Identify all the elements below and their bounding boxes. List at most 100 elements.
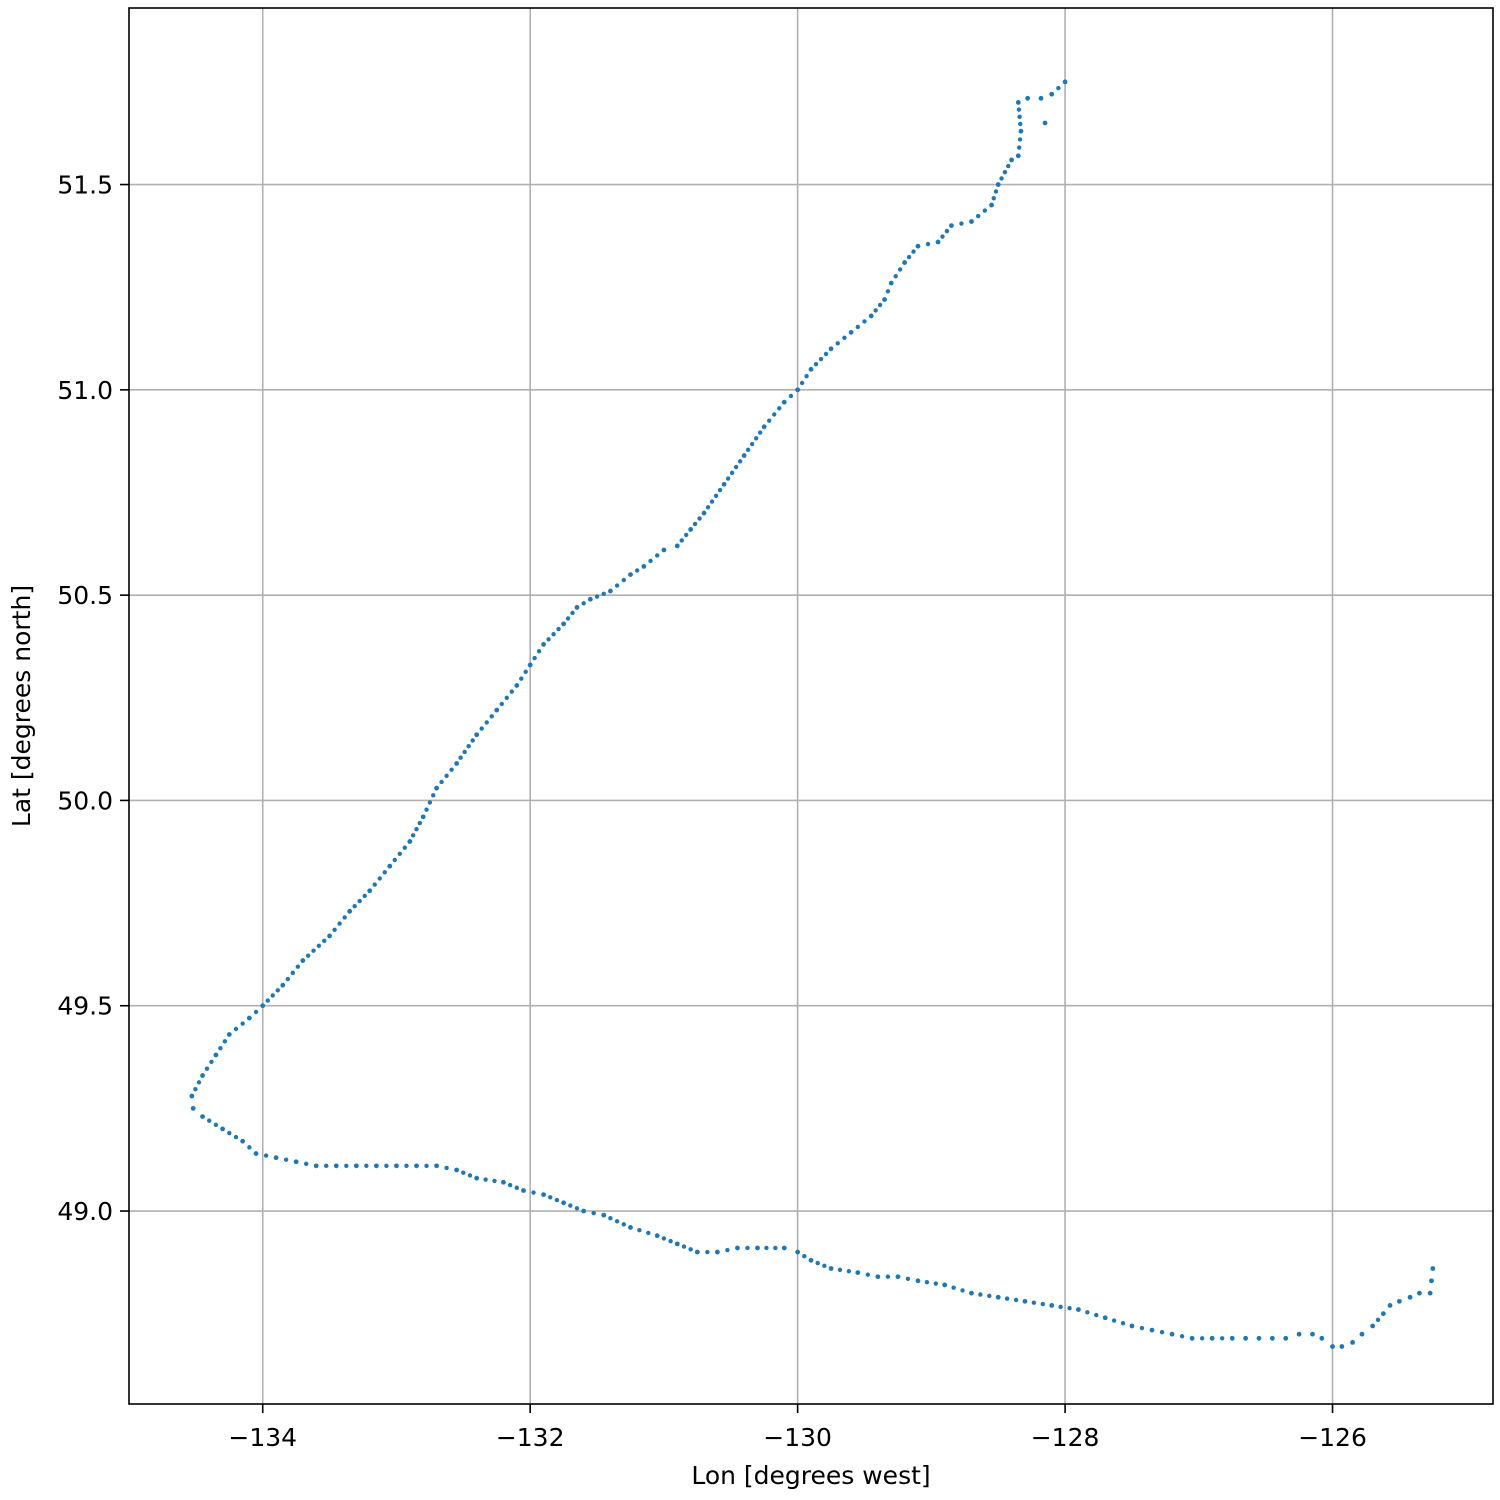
grid-lines	[129, 8, 1493, 1404]
y-tick-label: 51.0	[57, 376, 113, 405]
track-point	[444, 1165, 449, 1171]
track-point	[1031, 1300, 1037, 1305]
track-point	[397, 851, 402, 857]
track-point	[755, 1245, 760, 1251]
track-point	[975, 213, 981, 219]
track-point	[837, 1267, 843, 1273]
track-point	[213, 1052, 219, 1058]
track-point	[494, 707, 500, 713]
track-point	[823, 351, 829, 357]
track-point	[925, 241, 931, 247]
track-point	[342, 915, 347, 920]
track-point	[295, 964, 301, 969]
track-point	[725, 476, 731, 481]
track-point	[654, 1233, 660, 1239]
track-point	[444, 773, 449, 778]
track-point	[764, 1245, 769, 1251]
track-point	[683, 532, 689, 538]
track-point	[484, 720, 489, 725]
track-point	[705, 1249, 710, 1255]
x-axis-ticks: −134 −132 −130 −128 −126	[228, 1404, 1367, 1452]
track-point	[822, 1263, 827, 1268]
track-point	[714, 1249, 720, 1255]
track-point	[717, 487, 723, 493]
track-point	[668, 1238, 673, 1244]
track-point	[565, 616, 571, 621]
track-point	[982, 208, 988, 213]
track-point	[556, 626, 561, 632]
track-point	[661, 1236, 667, 1241]
track-point	[1220, 1336, 1225, 1341]
track-point	[1015, 100, 1021, 105]
track-point	[1040, 1301, 1045, 1307]
y-tick-label: 49.0	[57, 1197, 113, 1226]
track-point	[767, 418, 772, 423]
track-point	[461, 1170, 466, 1175]
track-point	[855, 324, 861, 330]
track-point	[637, 1227, 642, 1233]
x-tick-label: −134	[228, 1423, 297, 1452]
track-point	[679, 538, 684, 543]
track-point	[1049, 1303, 1055, 1308]
track-point	[1189, 1335, 1195, 1341]
track-point	[802, 1253, 807, 1259]
track-point	[1256, 1335, 1262, 1341]
track-point	[407, 839, 413, 844]
track-point	[688, 527, 694, 532]
track-point	[1310, 1331, 1315, 1337]
track-point	[483, 1177, 488, 1182]
track-point	[924, 1279, 930, 1285]
track-point	[648, 558, 653, 564]
track-point	[848, 329, 854, 335]
track-point	[305, 953, 311, 958]
track-point	[209, 1059, 214, 1065]
track-point	[364, 1163, 369, 1169]
track-point	[285, 976, 290, 982]
track-point	[1120, 1321, 1126, 1326]
track-point	[694, 1249, 700, 1255]
track-point	[253, 1151, 259, 1156]
track-point	[674, 543, 680, 549]
track-point	[384, 1163, 389, 1169]
track-point	[466, 744, 471, 749]
track-point	[404, 1163, 409, 1169]
track-point	[745, 1245, 750, 1251]
track-point	[1016, 107, 1022, 112]
track-point	[1006, 163, 1011, 169]
track-point	[1025, 95, 1031, 101]
track-point	[1002, 170, 1008, 175]
track-point	[581, 1208, 587, 1214]
track-point	[781, 399, 787, 405]
x-tick-label: −130	[763, 1423, 832, 1452]
track-point	[479, 726, 484, 731]
track-point	[568, 1203, 573, 1208]
track-point	[1296, 1331, 1302, 1337]
track-point	[260, 1003, 266, 1009]
track-point	[1350, 1340, 1355, 1345]
track-point	[1375, 1317, 1381, 1323]
track-point	[303, 1161, 309, 1167]
track-point	[808, 1257, 814, 1263]
track-point	[933, 1281, 939, 1286]
track-point	[1049, 91, 1055, 97]
track-point	[449, 767, 454, 772]
track-point	[788, 393, 794, 399]
track-point	[674, 1241, 680, 1247]
track-point	[911, 249, 916, 254]
track-point	[725, 1247, 730, 1253]
track-point	[721, 481, 727, 487]
track-point	[729, 470, 735, 475]
track-point	[204, 1066, 210, 1071]
track-point	[240, 1021, 245, 1026]
track-point	[1359, 1331, 1365, 1337]
track-point	[283, 1157, 289, 1162]
track-point	[799, 380, 805, 386]
track-point	[362, 893, 367, 899]
track-point	[835, 341, 840, 346]
track-point	[561, 621, 567, 627]
track-point	[773, 1245, 778, 1251]
track-point	[813, 361, 819, 367]
y-tick-label: 51.5	[57, 171, 113, 200]
track-point	[1149, 1327, 1155, 1333]
track-point	[655, 553, 660, 558]
